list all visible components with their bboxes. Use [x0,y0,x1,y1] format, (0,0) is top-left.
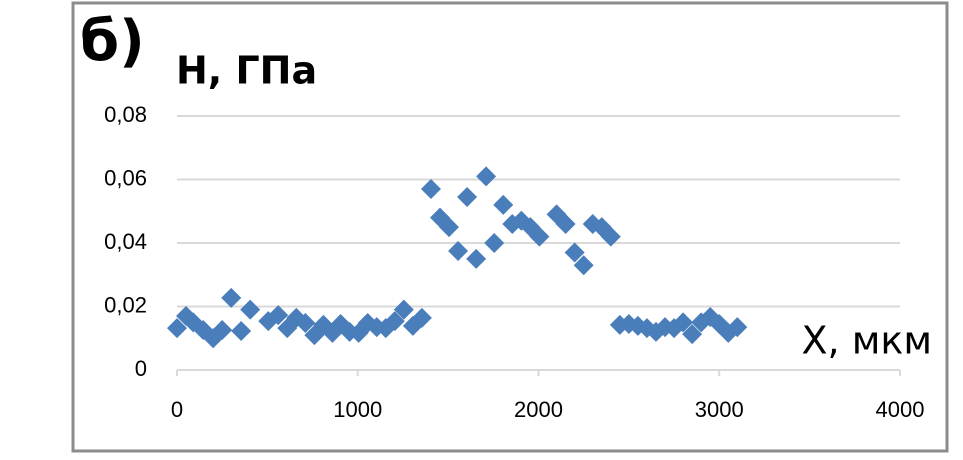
point [573,255,594,276]
y-tick-label: 0,06 [104,165,147,190]
point [268,305,289,326]
y-tick-label: 0,08 [104,102,147,127]
point [393,299,414,320]
y-tick-label: 0,04 [104,229,147,254]
panel-label: б) [80,9,145,74]
point [682,324,703,345]
point [167,318,187,339]
series [167,166,748,349]
point [457,186,478,207]
y-tick-label: 0 [135,356,147,381]
x-tick-label: 0 [171,397,183,422]
x-tick-label: 2000 [514,397,563,422]
point [420,179,441,200]
point [231,320,252,341]
x-tick-label: 1000 [333,397,382,422]
point [673,312,694,333]
point [295,313,316,334]
point [727,317,748,338]
x-axis-label: X, мкм [802,319,932,363]
point [600,226,621,247]
y-tick-label: 0,02 [104,292,147,317]
point [476,166,497,187]
point [212,319,233,340]
x-tick-label: 4000 [876,397,925,422]
point [564,242,585,263]
point [448,240,469,261]
point [466,248,487,269]
y-axis-label: H, ГПа [176,49,317,93]
point [529,226,550,247]
point [240,299,261,320]
point [221,287,242,308]
point [439,217,460,238]
point [555,213,576,234]
point [493,194,514,215]
point [411,307,432,328]
x-tick-label: 3000 [695,397,744,422]
point [484,233,505,253]
point [384,311,405,332]
